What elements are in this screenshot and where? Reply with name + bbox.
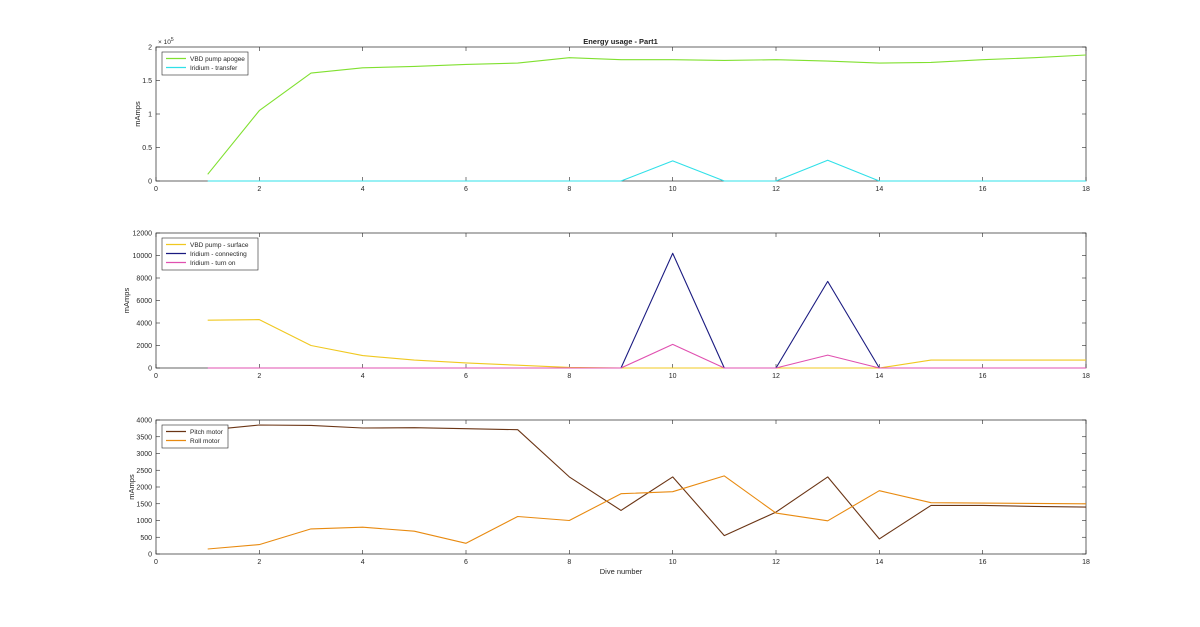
legend-label: Pitch motor	[190, 429, 224, 436]
x-tick-label: 2	[257, 373, 261, 380]
y-exponent-power: 5	[171, 37, 174, 43]
x-tick-label: 16	[979, 373, 987, 380]
y-tick-label: 2000	[136, 343, 152, 350]
figure-title: Energy usage - Part1	[583, 37, 658, 46]
y-tick-label: 0	[148, 179, 152, 186]
y-tick-label: 1500	[136, 501, 152, 508]
legend-label: VBD pump - surface	[190, 242, 249, 249]
x-tick-label: 12	[772, 559, 780, 566]
y-tick-label: 1000	[136, 518, 152, 525]
axes-box	[156, 47, 1086, 181]
legend-label: Iridium - turn on	[190, 260, 236, 267]
y-axis-label: mAmps	[133, 101, 142, 127]
y-tick-label: 4000	[136, 418, 152, 425]
y-tick-label: 6000	[136, 298, 152, 305]
x-tick-label: 8	[567, 373, 571, 380]
legend-label: Roll motor	[190, 438, 220, 445]
x-tick-label: 18	[1082, 373, 1090, 380]
y-tick-label: 3500	[136, 434, 152, 441]
y-tick-label: 0	[148, 366, 152, 373]
y-tick-label: 0.5	[142, 145, 152, 152]
x-tick-label: 6	[464, 559, 468, 566]
x-tick-label: 4	[361, 559, 365, 566]
x-tick-label: 0	[154, 186, 158, 193]
x-tick-label: 14	[875, 373, 883, 380]
y-tick-label: 3000	[136, 451, 152, 458]
x-tick-label: 10	[669, 186, 677, 193]
y-exponent-base: × 10	[158, 39, 171, 46]
y-tick-label: 500	[140, 535, 152, 542]
x-tick-label: 12	[772, 186, 780, 193]
y-tick-label: 4000	[136, 321, 152, 328]
x-tick-label: 0	[154, 373, 158, 380]
y-tick-label: 0	[148, 552, 152, 559]
x-tick-label: 4	[361, 186, 365, 193]
legend-label: Iridium - connecting	[190, 251, 247, 258]
x-tick-label: 14	[875, 186, 883, 193]
x-axis-label: Dive number	[600, 567, 643, 576]
legend-label: Iridium - transfer	[190, 65, 238, 72]
x-tick-label: 16	[979, 559, 987, 566]
x-tick-label: 16	[979, 186, 987, 193]
x-tick-label: 18	[1082, 559, 1090, 566]
y-tick-label: 2000	[136, 485, 152, 492]
y-tick-label: 1.5	[142, 78, 152, 85]
x-tick-label: 6	[464, 373, 468, 380]
y-tick-label: 10000	[133, 253, 153, 260]
axes-box	[156, 233, 1086, 368]
y-tick-label: 2500	[136, 468, 152, 475]
subplot-2: 0 2 4 6 8 10 12 14 16 18 0 2000 4000 6000 8000 10000 120…	[122, 231, 1090, 381]
x-tick-label: 10	[669, 373, 677, 380]
x-tick-label: 2	[257, 559, 261, 566]
x-tick-label: 18	[1082, 186, 1090, 193]
y-axis-label: mAmps	[127, 474, 136, 500]
x-tick-label: 6	[464, 186, 468, 193]
y-axis-label: mAmps	[122, 288, 131, 314]
x-tick-label: 12	[772, 373, 780, 380]
y-tick-label: 1	[148, 112, 152, 119]
y-tick-label: 2	[148, 45, 152, 52]
x-tick-label: 8	[567, 559, 571, 566]
legend-label: VBD pump apogee	[190, 56, 245, 63]
x-tick-label: 8	[567, 186, 571, 193]
y-tick-label: 12000	[133, 231, 153, 238]
x-tick-label: 14	[875, 559, 883, 566]
x-tick-label: 0	[154, 559, 158, 566]
subplot-1: 0 2 4 6 8 10 12 14 16 18 0 0.5 1 1.5 2 × 105 mAmps VBD pu…	[133, 37, 1090, 193]
x-tick-label: 4	[361, 373, 365, 380]
x-tick-label: 10	[669, 559, 677, 566]
y-tick-label: 8000	[136, 276, 152, 283]
x-tick-label: 2	[257, 186, 261, 193]
subplot-3: 0 2 4 6 8 10 12 14 16 18 0 500 1000 1500 2000 2500 3000 3…	[127, 418, 1090, 577]
